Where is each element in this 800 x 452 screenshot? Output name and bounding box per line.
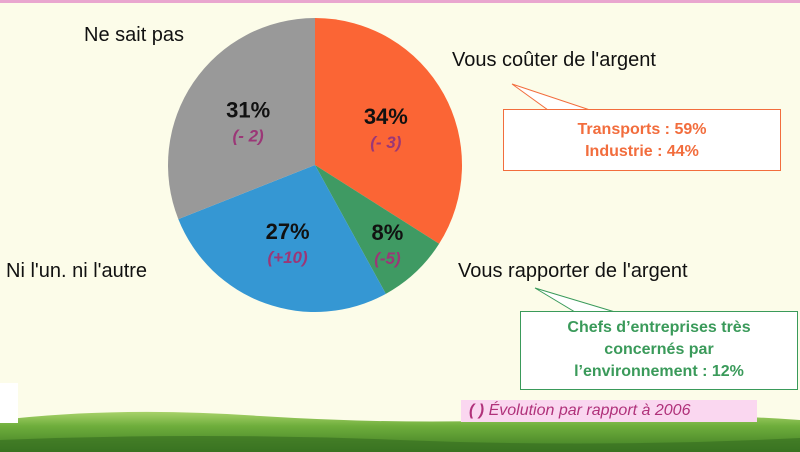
- slice-ni-lun-ni-lautre: [178, 165, 386, 312]
- callout-cost-line2: Industrie : 44%: [585, 143, 699, 160]
- note-parenthesis: ( ): [469, 402, 485, 419]
- callout-gain-line1: Chefs d’entreprises très: [567, 319, 751, 336]
- pie-slices: [167, 18, 462, 312]
- callout-gain: Chefs d’entreprises très concernés par l…: [520, 311, 798, 390]
- label-ni-lun-ni-lautre: Ni l'un. ni l'autre: [6, 260, 148, 282]
- label-ne-sait-pas: Ne sait pas: [84, 24, 185, 46]
- pie-labels: 34% (- 3) 8% (-5) 27% (+10) 31% (- 2): [226, 98, 408, 269]
- callout-gain-line3: l’environnement : 12%: [574, 363, 744, 380]
- side-white-block: [0, 383, 18, 423]
- change-label-vous-couter: (- 3): [370, 133, 402, 152]
- change-label-ni-lun-ni-lautre: (+10): [268, 248, 308, 267]
- label-vous-couter: Vous coûter de l'argent: [452, 49, 656, 71]
- callout-gain-line2: concernés par: [604, 341, 714, 358]
- callout-cost-line1: Transports : 59%: [577, 121, 707, 138]
- slice-vous-rapporter: [315, 165, 440, 294]
- top-accent-line: [0, 0, 800, 3]
- note-text: Évolution par rapport à 2006: [488, 402, 691, 419]
- value-label-ni-lun-ni-lautre: 27%: [266, 219, 310, 244]
- value-label-ne-sait-pas: 31%: [226, 98, 270, 123]
- change-label-ne-sait-pas: (- 2): [233, 127, 265, 146]
- value-label-vous-couter: 34%: [364, 104, 408, 129]
- callout-cost: Transports : 59% Industrie : 44%: [503, 109, 781, 171]
- evolution-note: ( ) Évolution par rapport à 2006: [461, 400, 757, 422]
- slice-ne-sait-pas: [167, 18, 315, 220]
- value-label-vous-rapporter: 8%: [372, 220, 404, 245]
- change-label-vous-rapporter: (-5): [374, 249, 401, 268]
- slice-vous-couter: [315, 18, 462, 244]
- label-vous-rapporter: Vous rapporter de l'argent: [458, 260, 688, 282]
